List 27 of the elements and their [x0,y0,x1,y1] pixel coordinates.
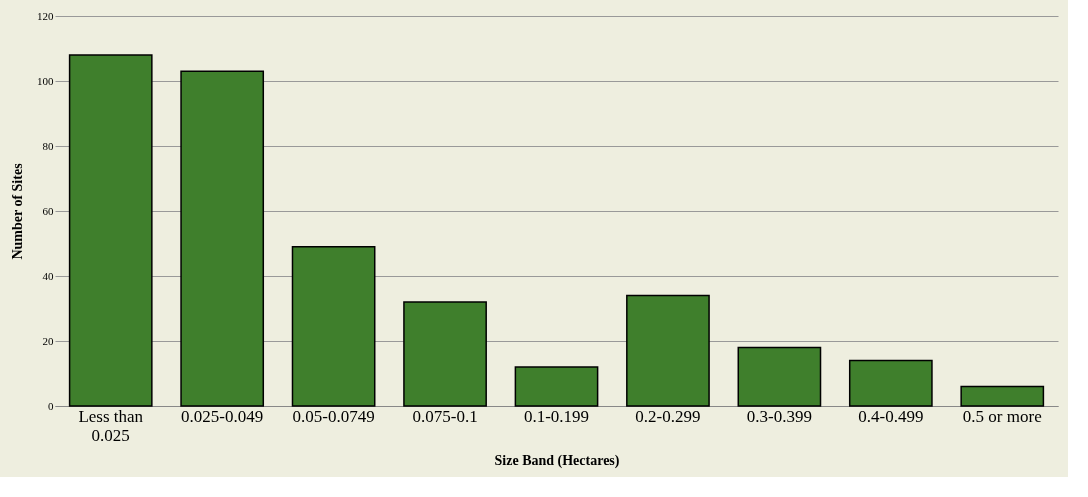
x-tick-label: 0.2-0.299 [635,406,701,426]
x-tick-label: 0.1-0.199 [523,406,590,426]
y-tick-label: 20 [42,334,54,347]
y-tick-label: 100 [37,74,54,87]
y-tick-label: 40 [42,269,54,282]
x-tick-label: 0.025-0.049 [181,406,264,426]
y-axis-title: Number of Sites [10,162,25,260]
bar [848,359,933,407]
x-axis-title: Size Band (Hectares) [494,452,620,469]
x-tick-label: 0.5 or more [962,406,1042,426]
y-tick-label: 60 [42,204,54,217]
y-tick-label: 120 [37,9,54,22]
bar [960,385,1045,407]
x-tick-label: Less than 0.025 [78,406,144,445]
bar [68,54,153,407]
y-tick-label: 0 [48,399,54,412]
bar [291,246,376,407]
y-tick-label: 80 [42,139,54,152]
x-tick-label: 0.075-0.1 [412,406,478,426]
x-tick-label: 0.4-0.499 [858,406,924,426]
bar [626,294,710,407]
bar [514,366,599,407]
bar [180,70,265,407]
x-tick-label: 0.3-0.399 [746,406,812,426]
bar [403,301,487,407]
x-tick-label: 0.05-0.0749 [292,406,375,426]
bar [737,346,822,407]
